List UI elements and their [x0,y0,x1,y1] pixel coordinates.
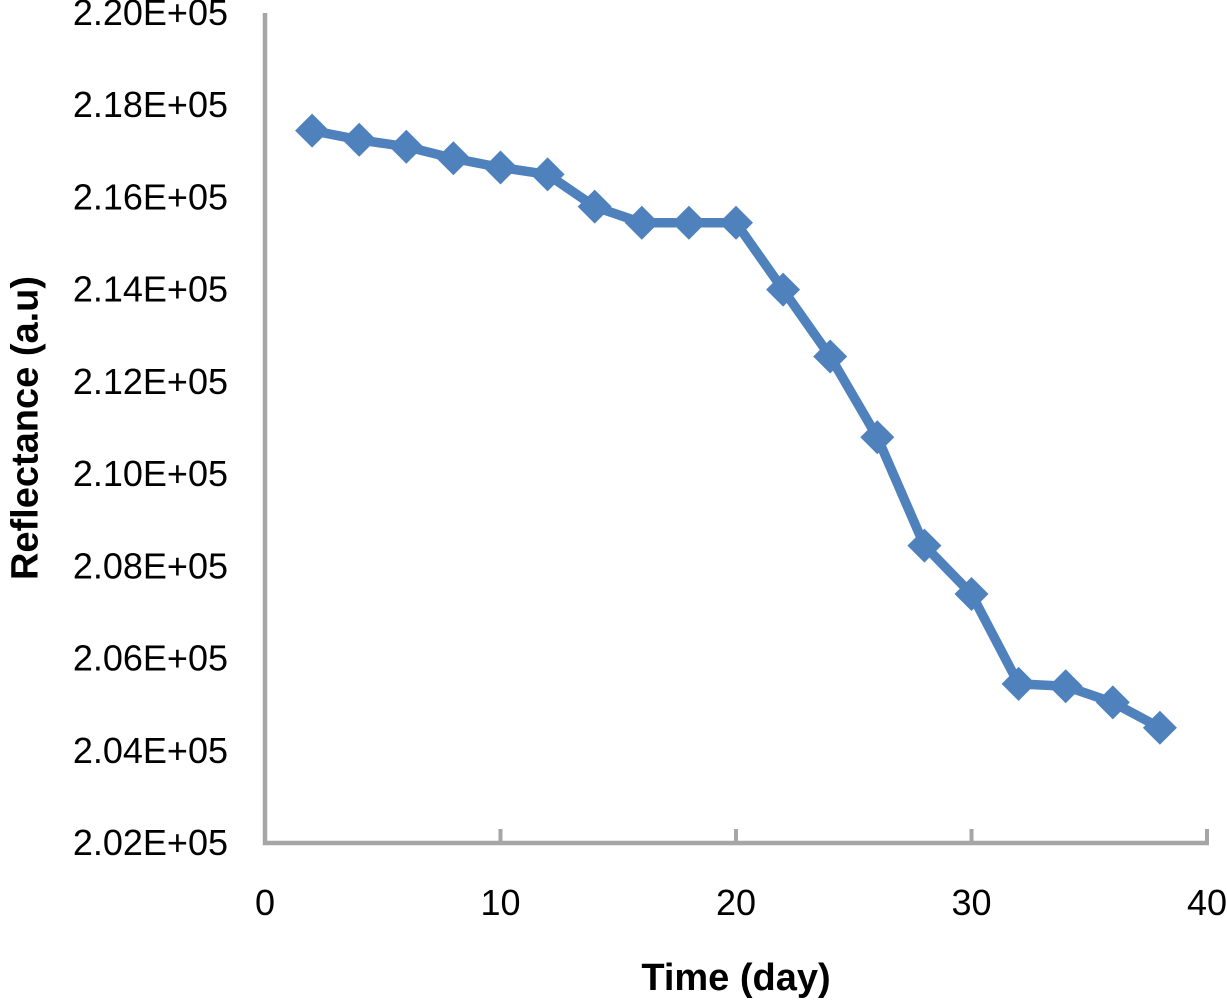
y-tick-label: 2.10E+05 [73,453,228,494]
data-point-marker [1142,710,1177,745]
data-point-marker [954,577,989,611]
data-point-marker [719,205,753,240]
y-axis-title: Reflectance (a.u) [4,275,47,581]
data-point-marker [766,272,801,307]
x-tick-label: 40 [1187,882,1227,923]
data-point-marker [624,205,659,240]
data-point-marker [295,113,330,148]
y-tick-label: 2.02E+05 [73,822,228,863]
y-tick-label: 2.06E+05 [73,638,228,679]
data-point-marker [671,205,706,240]
y-tick-label: 2.04E+05 [73,730,228,771]
data-point-marker [483,150,518,185]
y-tick-label: 2.12E+05 [73,361,228,402]
x-tick-label: 0 [255,882,275,923]
x-axis-title: Time (day) [641,957,831,999]
x-tick-label: 30 [951,882,991,923]
data-point-marker [389,129,424,164]
data-point-marker [342,122,377,157]
data-point-marker [1001,666,1036,701]
y-tick-label: 2.08E+05 [73,545,228,586]
x-tick-label: 20 [716,882,756,923]
y-tick-label: 2.18E+05 [73,84,228,125]
data-point-marker [813,339,848,374]
axis-lines [262,13,1209,846]
data-point-marker [577,189,612,224]
y-tick-label: 2.16E+05 [73,176,228,217]
data-point-marker [907,528,942,563]
data-point-marker [860,420,895,455]
x-tick-label: 10 [480,882,520,923]
data-point-marker [1048,669,1083,704]
y-tick-label: 2.20E+05 [73,0,228,33]
data-point-marker [1095,685,1130,720]
data-point-marker [436,141,471,176]
data-point-marker [530,157,565,192]
y-tick-label: 2.14E+05 [73,269,228,310]
